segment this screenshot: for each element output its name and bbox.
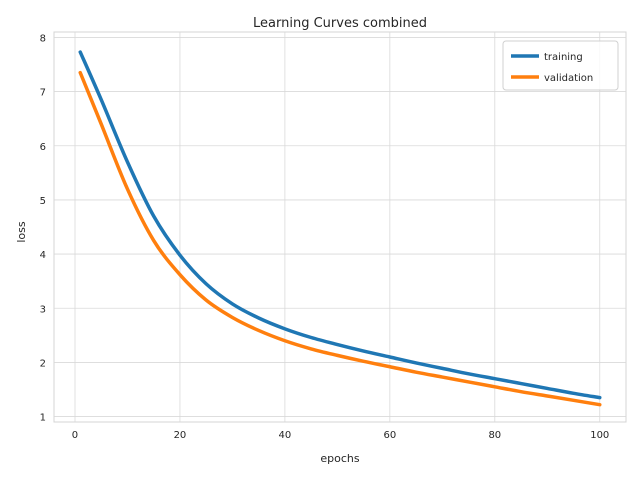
- chart-title: Learning Curves combined: [253, 16, 427, 31]
- x-tick-label-3: 60: [383, 430, 396, 441]
- legend-label-training: training: [544, 52, 583, 63]
- y-tick-label-3: 4: [40, 250, 46, 261]
- legend-label-validation: validation: [544, 73, 593, 84]
- x-axis-label: epochs: [320, 452, 359, 465]
- x-tick-label-2: 40: [279, 430, 292, 441]
- x-tick-label-0: 0: [72, 430, 78, 441]
- series-line-training: [78, 50, 602, 400]
- y-tick-label-0: 1: [40, 413, 46, 424]
- grid: [54, 32, 626, 422]
- y-tick-label-2: 3: [40, 304, 46, 315]
- y-tick-label-1: 2: [40, 358, 46, 369]
- series-line-validation: [78, 70, 602, 407]
- y-tick-label-4: 5: [40, 196, 46, 207]
- legend: training validation: [502, 40, 619, 91]
- series-lines: [78, 50, 602, 407]
- y-tick-label-6: 7: [40, 88, 46, 99]
- y-axis-label: loss: [15, 221, 28, 243]
- y-tick-labels: 1 2 3 4 5 6 7 8: [40, 33, 46, 423]
- y-tick-label-5: 6: [40, 142, 46, 153]
- x-tick-label-1: 20: [174, 430, 187, 441]
- x-tick-label-5: 100: [590, 430, 609, 441]
- x-tick-label-4: 80: [488, 430, 501, 441]
- y-tick-label-7: 8: [40, 33, 46, 44]
- x-tick-labels: 0 20 40 60 80 100: [72, 430, 610, 441]
